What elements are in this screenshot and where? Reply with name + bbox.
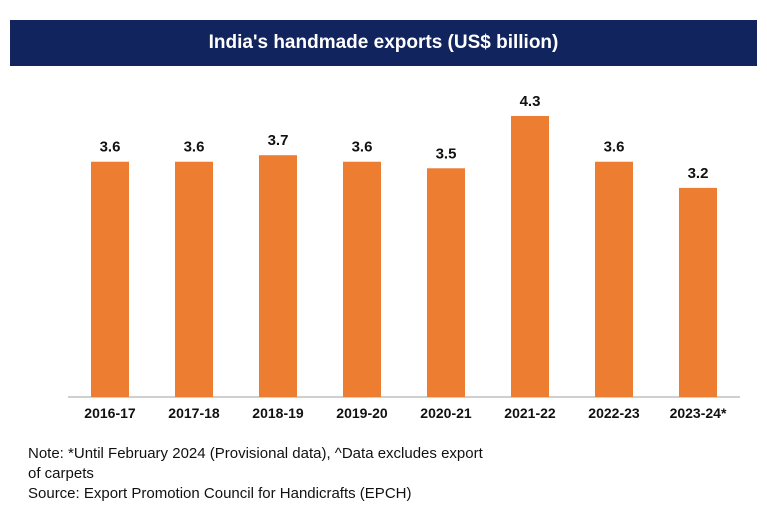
tick-label-2020-21: 2020-21 — [420, 405, 472, 421]
bar-2017-18 — [175, 161, 213, 397]
bar-2023-24* — [679, 187, 717, 397]
chart-notes: Note: *Until February 2024 (Provisional … — [28, 444, 748, 504]
title-bar: India's handmade exports (US$ billion) — [10, 20, 757, 66]
bar-2016-17 — [91, 161, 129, 397]
bar-chart: 3.6 2016-17 3.6 2017-18 3.7 2018-19 3.6 2019-20… — [68, 93, 740, 421]
bar-2019-20 — [343, 161, 381, 397]
note-line-1: Note: *Until February 2024 (Provisional … — [28, 445, 483, 462]
bar-2021-22 — [511, 116, 549, 397]
bar-2018-19 — [259, 155, 297, 397]
tick-label-2023-24*: 2023-24* — [670, 405, 727, 421]
source-line: Source: Export Promotion Council for Han… — [28, 485, 412, 502]
note-line-2: of carpets — [28, 465, 94, 482]
data-label-2019-20: 3.6 — [352, 139, 373, 156]
data-label-2020-21: 3.5 — [436, 145, 457, 162]
data-label-2021-22: 4.3 — [520, 93, 541, 110]
data-label-2023-24*: 3.2 — [688, 165, 709, 182]
data-label-2016-17: 3.6 — [100, 139, 121, 156]
tick-label-2017-18: 2017-18 — [168, 405, 220, 421]
data-label-2018-19: 3.7 — [268, 132, 289, 149]
bar-2022-23 — [595, 161, 633, 397]
tick-label-2019-20: 2019-20 — [336, 405, 388, 421]
data-label-2022-23: 3.6 — [604, 139, 625, 156]
tick-label-2021-22: 2021-22 — [504, 405, 556, 421]
data-label-2017-18: 3.6 — [184, 139, 205, 156]
tick-label-2022-23: 2022-23 — [588, 405, 640, 421]
bar-2020-21 — [427, 168, 465, 397]
tick-label-2018-19: 2018-19 — [252, 405, 304, 421]
chart-title: India's handmade exports (US$ billion) — [208, 32, 559, 53]
tick-label-2016-17: 2016-17 — [84, 405, 136, 421]
